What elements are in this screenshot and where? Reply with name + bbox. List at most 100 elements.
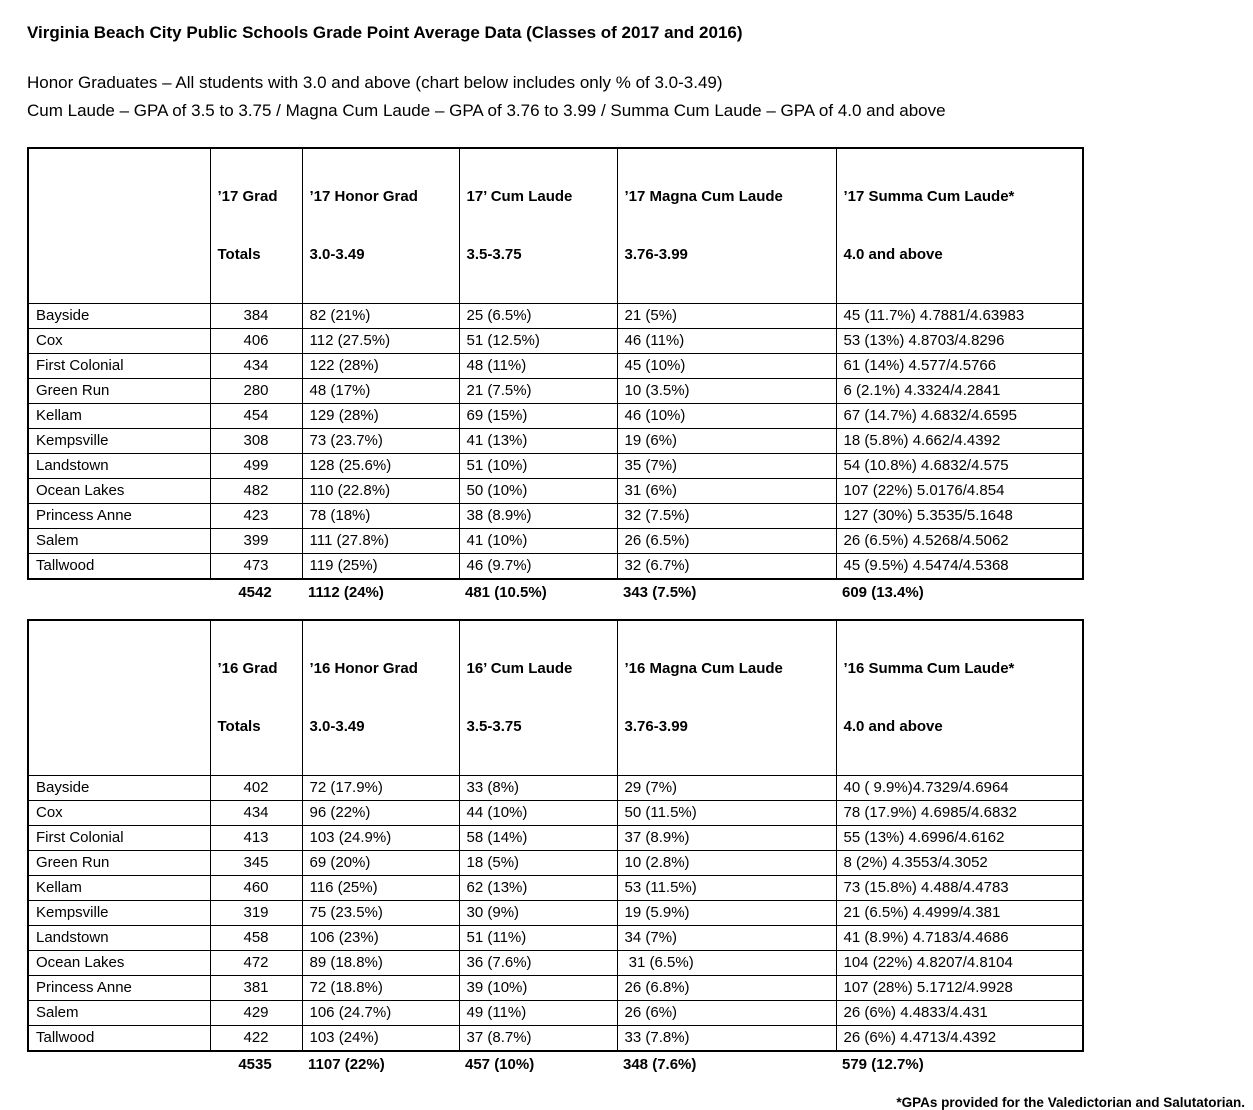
header-line-2: 3.76-3.99 <box>624 718 688 735</box>
header-row: ’17 Grad Totals ’17 Honor Grad 3.0-3.49 … <box>27 147 1084 304</box>
summa-cum-laude-cell: 45 (9.5%) 4.5474/4.5368 <box>835 553 1084 580</box>
school-name-cell: Kempsville <box>27 900 211 926</box>
magna-cum-laude-cell: 37 (8.9%) <box>616 825 837 851</box>
cum-laude-header: 17’ Cum Laude 3.5-3.75 <box>458 147 618 304</box>
totals-row-2016: 4535 1107 (22%) 457 (10%) 348 (7.6%) 579… <box>27 1053 1082 1077</box>
honor-grad-cell: 75 (23.5%) <box>301 900 460 926</box>
magna-cum-laude-cell: 32 (7.5%) <box>616 503 837 529</box>
school-name-cell: First Colonial <box>27 825 211 851</box>
summa-cum-laude-cell: 26 (6.5%) 4.5268/4.5062 <box>835 528 1084 554</box>
header-line-1: 16’ Cum Laude <box>466 660 573 677</box>
school-name-cell: Ocean Lakes <box>27 478 211 504</box>
grad-totals-header: ’17 Grad Totals <box>209 147 303 304</box>
honor-grad-cell: 103 (24%) <box>301 1025 460 1052</box>
magna-cum-laude-cell: 50 (11.5%) <box>616 800 837 826</box>
cum-laude-cell: 37 (8.7%) <box>458 1025 618 1052</box>
cum-laude-cell: 30 (9%) <box>458 900 618 926</box>
magna-cum-laude-cell: 32 (6.7%) <box>616 553 837 580</box>
summa-cum-laude-cell: 40 ( 9.9%)4.7329/4.6964 <box>835 775 1084 801</box>
summa-cum-laude-cell: 26 (6%) 4.4833/4.431 <box>835 1000 1084 1026</box>
school-name-cell: Kellam <box>27 875 211 901</box>
honor-grad-header: ’16 Honor Grad 3.0-3.49 <box>301 619 460 776</box>
school-name-cell: Bayside <box>27 303 211 329</box>
table-row: Salem 399 111 (27.8%) 41 (10%) 26 (6.5%) 26 (… <box>27 528 1084 554</box>
header-line-2: Totals <box>217 718 261 735</box>
summa-cum-laude-cell: 78 (17.9%) 4.6985/4.6832 <box>835 800 1084 826</box>
header-line-1: ’16 Honor Grad <box>309 660 418 677</box>
table-row: Kellam 460 116 (25%) 62 (13%) 53 (11.5%) 73 (… <box>27 875 1084 901</box>
cum-laude-cell: 46 (9.7%) <box>458 553 618 580</box>
magna-cum-laude-cell: 35 (7%) <box>616 453 837 479</box>
school-name-cell: Cox <box>27 800 211 826</box>
magna-cum-laude-cell: 26 (6%) <box>616 1000 837 1026</box>
table-row: Landstown 499 128 (25.6%) 51 (10%) 35 (7%) 54… <box>27 453 1084 479</box>
grad-totals-cell: 384 <box>209 303 303 329</box>
summa-cum-laude-cell: 8 (2%) 4.3553/4.3052 <box>835 850 1084 876</box>
summa-cum-laude-cell: 127 (30%) 5.3535/5.1648 <box>835 503 1084 529</box>
summa-cum-laude-cell: 41 (8.9%) 4.7183/4.4686 <box>835 925 1084 951</box>
cum-laude-sum: 481 (10.5%) <box>465 584 547 601</box>
summa-cum-laude-cell: 6 (2.1%) 4.3324/4.2841 <box>835 378 1084 404</box>
table-row: Bayside 384 82 (21%) 25 (6.5%) 21 (5%) 45 (11… <box>27 303 1084 329</box>
honor-grad-cell: 110 (22.8%) <box>301 478 460 504</box>
table-row: Kempsville 308 73 (23.7%) 41 (13%) 19 (6%) 18… <box>27 428 1084 454</box>
gpa-table-2017: ’17 Grad Totals ’17 Honor Grad 3.0-3.49 … <box>27 147 1084 580</box>
magna-cum-laude-cell: 46 (11%) <box>616 328 837 354</box>
school-name-cell: Landstown <box>27 925 211 951</box>
header-row: ’16 Grad Totals ’16 Honor Grad 3.0-3.49 … <box>27 619 1084 776</box>
summa-cum-laude-cell: 107 (28%) 5.1712/4.9928 <box>835 975 1084 1001</box>
table-row: Salem 429 106 (24.7%) 49 (11%) 26 (6%) 26 (6%… <box>27 1000 1084 1026</box>
grad-totals-cell: 381 <box>209 975 303 1001</box>
honor-grad-cell: 116 (25%) <box>301 875 460 901</box>
school-name-cell: Bayside <box>27 775 211 801</box>
school-name-cell: Green Run <box>27 850 211 876</box>
honor-grad-cell: 128 (25.6%) <box>301 453 460 479</box>
honor-grad-cell: 119 (25%) <box>301 553 460 580</box>
grad-totals-sum: 4542 <box>238 584 272 601</box>
grad-totals-cell: 319 <box>209 900 303 926</box>
grad-totals-cell: 399 <box>209 528 303 554</box>
header-line-2: 3.0-3.49 <box>309 246 365 263</box>
table-row: First Colonial 413 103 (24.9%) 58 (14%) 37 (… <box>27 825 1084 851</box>
grad-totals-sum: 4535 <box>238 1056 272 1073</box>
cum-laude-cell: 69 (15%) <box>458 403 618 429</box>
table-row: Green Run 280 48 (17%) 21 (7.5%) 10 (3.5%) 6 … <box>27 378 1084 404</box>
magna-cum-laude-cell: 31 (6.5%) <box>616 950 837 976</box>
magna-cum-laude-cell: 26 (6.5%) <box>616 528 837 554</box>
table-row: Ocean Lakes 472 89 (18.8%) 36 (7.6%) 31 (6.… <box>27 950 1084 976</box>
school-name-cell: Ocean Lakes <box>27 950 211 976</box>
school-name-cell: Salem <box>27 528 211 554</box>
summa-cum-laude-cell: 67 (14.7%) 4.6832/4.6595 <box>835 403 1084 429</box>
honor-grad-cell: 106 (23%) <box>301 925 460 951</box>
honor-grad-sum: 1112 (24%) <box>308 584 384 601</box>
totals-row: 4535 1107 (22%) 457 (10%) 348 (7.6%) 579… <box>27 1053 1082 1077</box>
honor-grad-cell: 72 (17.9%) <box>301 775 460 801</box>
grad-totals-cell: 429 <box>209 1000 303 1026</box>
grad-totals-cell: 454 <box>209 403 303 429</box>
cum-laude-cell: 58 (14%) <box>458 825 618 851</box>
summa-cum-laude-header: ’17 Summa Cum Laude* 4.0 and above <box>835 147 1084 304</box>
gpa-table-2016: ’16 Grad Totals ’16 Honor Grad 3.0-3.49 … <box>27 619 1084 1052</box>
honor-grad-cell: 103 (24.9%) <box>301 825 460 851</box>
header-line-2: 3.5-3.75 <box>466 718 522 735</box>
cum-laude-cell: 33 (8%) <box>458 775 618 801</box>
honor-grad-cell: 111 (27.8%) <box>301 528 460 554</box>
table-row: Green Run 345 69 (20%) 18 (5%) 10 (2.8%) 8 (2… <box>27 850 1084 876</box>
cum-laude-cell: 51 (11%) <box>458 925 618 951</box>
summa-cum-laude-cell: 45 (11.7%) 4.7881/4.63983 <box>835 303 1084 329</box>
totals-label-cell <box>27 1053 209 1077</box>
school-name-cell: Landstown <box>27 453 211 479</box>
totals-label-cell <box>27 581 209 605</box>
magna-cum-laude-sum: 343 (7.5%) <box>623 584 697 601</box>
table-row: Ocean Lakes 482 110 (22.8%) 50 (10%) 31 (6%)… <box>27 478 1084 504</box>
summa-cum-laude-cell: 61 (14%) 4.577/4.5766 <box>835 353 1084 379</box>
header-line-2: 4.0 and above <box>843 718 943 735</box>
school-name-cell: Tallwood <box>27 1025 211 1052</box>
magna-cum-laude-cell: 33 (7.8%) <box>616 1025 837 1052</box>
header-line-1: ’17 Summa Cum Laude* <box>843 188 1015 205</box>
magna-cum-laude-cell: 10 (3.5%) <box>616 378 837 404</box>
summa-cum-laude-cell: 26 (6%) 4.4713/4.4392 <box>835 1025 1084 1052</box>
header-line-1: ’16 Summa Cum Laude* <box>843 660 1015 677</box>
cum-laude-cell: 39 (10%) <box>458 975 618 1001</box>
